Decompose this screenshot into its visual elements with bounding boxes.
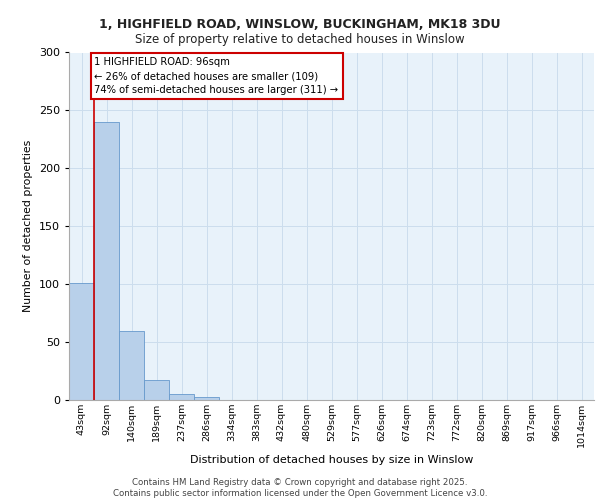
Bar xyxy=(194,396,219,400)
Bar xyxy=(94,122,119,400)
Y-axis label: Number of detached properties: Number of detached properties xyxy=(23,140,33,312)
Bar xyxy=(119,330,144,400)
Text: Size of property relative to detached houses in Winslow: Size of property relative to detached ho… xyxy=(135,32,465,46)
Bar xyxy=(69,283,94,400)
Bar xyxy=(144,380,169,400)
Text: 1, HIGHFIELD ROAD, WINSLOW, BUCKINGHAM, MK18 3DU: 1, HIGHFIELD ROAD, WINSLOW, BUCKINGHAM, … xyxy=(99,18,501,30)
Text: 1 HIGHFIELD ROAD: 96sqm
← 26% of detached houses are smaller (109)
74% of semi-d: 1 HIGHFIELD ROAD: 96sqm ← 26% of detache… xyxy=(95,57,338,95)
Text: Contains HM Land Registry data © Crown copyright and database right 2025.
Contai: Contains HM Land Registry data © Crown c… xyxy=(113,478,487,498)
X-axis label: Distribution of detached houses by size in Winslow: Distribution of detached houses by size … xyxy=(190,456,473,466)
Bar xyxy=(169,394,194,400)
